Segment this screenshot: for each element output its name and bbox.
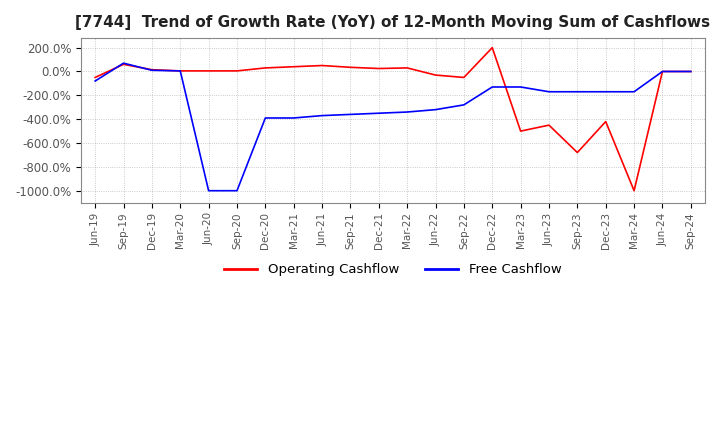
Free Cashflow: [91, 78, 99, 84]
Operating Cashflow: [91, 75, 99, 80]
Operating Cashflow: [516, 128, 525, 134]
Free Cashflow: [176, 68, 184, 73]
Operating Cashflow: [488, 45, 497, 50]
Free Cashflow: [431, 107, 440, 112]
Free Cashflow: [261, 115, 270, 121]
Operating Cashflow: [374, 66, 383, 71]
Free Cashflow: [601, 89, 610, 95]
Operating Cashflow: [233, 68, 241, 73]
Free Cashflow: [658, 69, 667, 74]
Free Cashflow: [346, 112, 355, 117]
Operating Cashflow: [318, 63, 326, 68]
Line: Operating Cashflow: Operating Cashflow: [95, 48, 690, 191]
Free Cashflow: [204, 188, 213, 193]
Free Cashflow: [686, 69, 695, 74]
Free Cashflow: [630, 89, 639, 95]
Operating Cashflow: [289, 64, 298, 70]
Free Cashflow: [374, 110, 383, 116]
Free Cashflow: [544, 89, 553, 95]
Operating Cashflow: [431, 73, 440, 78]
Free Cashflow: [516, 84, 525, 90]
Operating Cashflow: [630, 188, 639, 193]
Operating Cashflow: [686, 69, 695, 74]
Free Cashflow: [120, 61, 128, 66]
Free Cashflow: [148, 68, 156, 73]
Free Cashflow: [459, 102, 468, 107]
Free Cashflow: [488, 84, 497, 90]
Free Cashflow: [289, 115, 298, 121]
Operating Cashflow: [573, 150, 582, 155]
Operating Cashflow: [601, 119, 610, 124]
Operating Cashflow: [120, 62, 128, 67]
Free Cashflow: [573, 89, 582, 95]
Legend: Operating Cashflow, Free Cashflow: Operating Cashflow, Free Cashflow: [219, 258, 567, 282]
Operating Cashflow: [346, 65, 355, 70]
Operating Cashflow: [658, 69, 667, 74]
Title: [7744]  Trend of Growth Rate (YoY) of 12-Month Moving Sum of Cashflows: [7744] Trend of Growth Rate (YoY) of 12-…: [76, 15, 711, 30]
Operating Cashflow: [148, 67, 156, 72]
Operating Cashflow: [261, 65, 270, 70]
Free Cashflow: [318, 113, 326, 118]
Free Cashflow: [233, 188, 241, 193]
Operating Cashflow: [176, 68, 184, 73]
Operating Cashflow: [459, 75, 468, 80]
Line: Free Cashflow: Free Cashflow: [95, 63, 690, 191]
Operating Cashflow: [204, 68, 213, 73]
Operating Cashflow: [544, 122, 553, 128]
Free Cashflow: [403, 110, 412, 115]
Operating Cashflow: [403, 65, 412, 70]
